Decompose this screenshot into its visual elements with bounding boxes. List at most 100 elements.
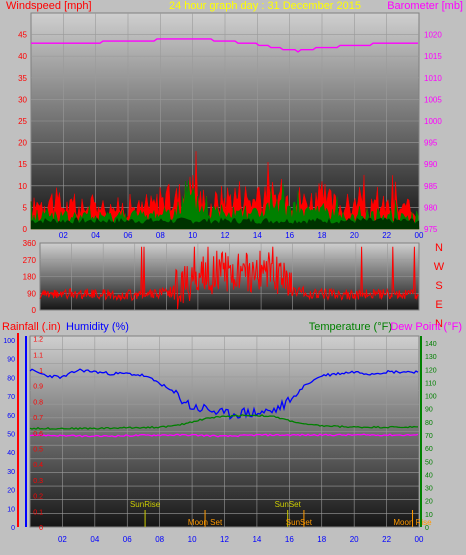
rain-y-tick-label: 0.8 (33, 399, 43, 406)
rain-y-tick-label: 1 (39, 368, 43, 375)
wind-y-tick-label: 5 (23, 203, 28, 212)
temperature-series (29, 414, 418, 430)
humidity-y-tick-label: 10 (7, 506, 15, 513)
wind-y-tick-label: 10 (18, 182, 27, 191)
temperature-y-tick-label: 20 (425, 499, 433, 506)
rain-y-tick-label: 0.4 (33, 462, 43, 469)
rain-y-tick-label: 0.9 (33, 384, 43, 391)
temp-x-tick-label: 20 (350, 535, 359, 544)
wind-y-tick-label: 35 (18, 74, 27, 83)
wind-lull-series (31, 217, 419, 229)
temp-x-tick-label: 14 (252, 535, 261, 544)
barometer-y-tick-label: 1005 (424, 95, 442, 104)
chart-title: 24 hour graph day : 31 December 2015 (169, 0, 361, 12)
direction-y-tick-label: 360 (23, 239, 37, 248)
dew-point-axis-title: Dew Point (°F) (390, 321, 462, 333)
humidity-y-tick-label: 30 (7, 469, 15, 476)
barometer-y-tick-label: 1000 (424, 117, 442, 126)
temp-x-tick-label: 12 (220, 535, 229, 544)
temperature-y-tick-label: 70 (425, 433, 433, 440)
wind-x-tick-label: 16 (285, 231, 294, 240)
temperature-y-tick-label: 40 (425, 472, 433, 479)
humidity-y-tick-label: 90 (7, 357, 15, 364)
temp-x-tick-label: 22 (382, 535, 391, 544)
rain-y-tick-label: 0.6 (33, 431, 43, 438)
wind-x-tick-label: 14 (253, 231, 262, 240)
event-label: SunSet (286, 518, 313, 527)
event-label: Moon Rise (393, 518, 432, 527)
event-label: SunSet (275, 500, 302, 509)
temp-x-tick-label: 02 (58, 535, 67, 544)
rain-y-tick-label: 1.1 (33, 352, 43, 359)
wind-x-tick-label: 04 (91, 231, 100, 240)
temp-x-tick-label: 10 (188, 535, 197, 544)
temperature-y-tick-label: 110 (425, 380, 436, 387)
compass-label: W (434, 261, 445, 273)
rain-y-tick-label: 0.2 (33, 494, 43, 501)
wind-y-tick-label: 25 (18, 117, 27, 126)
temperature-axis-title: Temperature (°F) (309, 321, 392, 333)
humidity-axis-title: Humidity (%) (66, 321, 129, 333)
humidity-series (29, 368, 419, 420)
humidity-y-tick-label: 100 (3, 338, 15, 345)
wind-x-tick-label: 20 (350, 231, 359, 240)
wind-x-tick-label: 00 (415, 231, 424, 240)
temperature-y-tick-label: 50 (425, 459, 433, 466)
wind-x-tick-label: 22 (382, 231, 391, 240)
wind-y-tick-label: 15 (18, 160, 27, 169)
barometer-y-tick-label: 990 (424, 160, 438, 169)
barometer-y-tick-label: 995 (424, 139, 438, 148)
rain-y-tick-label: 0.7 (33, 415, 43, 422)
temp-x-tick-label: 16 (285, 535, 294, 544)
rain-y-tick-label: 0.1 (33, 509, 43, 516)
temperature-y-tick-label: 90 (425, 407, 433, 414)
wind-speed-series (30, 180, 420, 230)
compass-label: N (435, 318, 443, 330)
humidity-y-tick-label: 50 (7, 432, 15, 439)
wind-x-tick-label: 08 (156, 231, 165, 240)
temperature-y-tick-label: 80 (425, 420, 433, 427)
event-label: Moon Set (188, 518, 223, 527)
temperature-y-tick-label: 130 (425, 354, 437, 361)
wind-y-tick-label: 45 (18, 31, 27, 40)
humidity-y-tick-label: 80 (7, 375, 15, 382)
temperature-y-tick-label: 10 (425, 512, 433, 519)
rain-y-tick-label: 0.5 (33, 447, 43, 454)
temp-x-tick-label: 18 (317, 535, 326, 544)
wind-y-tick-label: 20 (18, 139, 27, 148)
temperature-y-tick-label: 140 (425, 341, 437, 348)
wind-y-tick-label: 40 (18, 52, 27, 61)
compass-label: N (435, 242, 443, 254)
wind-x-tick-label: 12 (221, 231, 230, 240)
direction-y-tick-label: 90 (27, 289, 36, 298)
rain-y-tick-label: 1.2 (33, 337, 43, 344)
temperature-y-tick-label: 0 (425, 525, 429, 532)
direction-y-tick-label: 270 (23, 256, 37, 265)
humidity-y-tick-label: 40 (7, 450, 15, 457)
humidity-y-tick-label: 20 (7, 488, 15, 495)
wind-x-tick-label: 02 (59, 231, 68, 240)
wind-x-tick-label: 06 (124, 231, 133, 240)
wind-axis-title: Windspeed [mph] (6, 0, 92, 12)
humidity-y-tick-label: 70 (7, 394, 15, 401)
barometer-y-tick-label: 1010 (424, 74, 442, 83)
rainfall-axis-title: Rainfall (.in) (2, 321, 61, 333)
wind-y-tick-label: 0 (23, 225, 28, 234)
wind-x-tick-label: 10 (188, 231, 197, 240)
barometer-axis-title: Barometer [mb] (387, 0, 463, 12)
temperature-y-tick-label: 100 (425, 394, 437, 401)
event-label: SunRise (130, 500, 161, 509)
rain-y-tick-label: 0.3 (33, 478, 43, 485)
humidity-y-tick-label: 0 (11, 525, 15, 532)
compass-label: S (435, 280, 442, 292)
rain-y-tick-label: 0 (39, 525, 43, 532)
wind-x-tick-label: 18 (318, 231, 327, 240)
barometer-y-tick-label: 980 (424, 203, 438, 212)
barometer-y-tick-label: 975 (424, 225, 438, 234)
temp-x-tick-label: 06 (123, 535, 132, 544)
direction-y-tick-label: 0 (32, 306, 37, 315)
barometer-y-tick-label: 985 (424, 182, 438, 191)
barometer-series (31, 38, 418, 53)
temp-x-tick-label: 08 (155, 535, 164, 544)
